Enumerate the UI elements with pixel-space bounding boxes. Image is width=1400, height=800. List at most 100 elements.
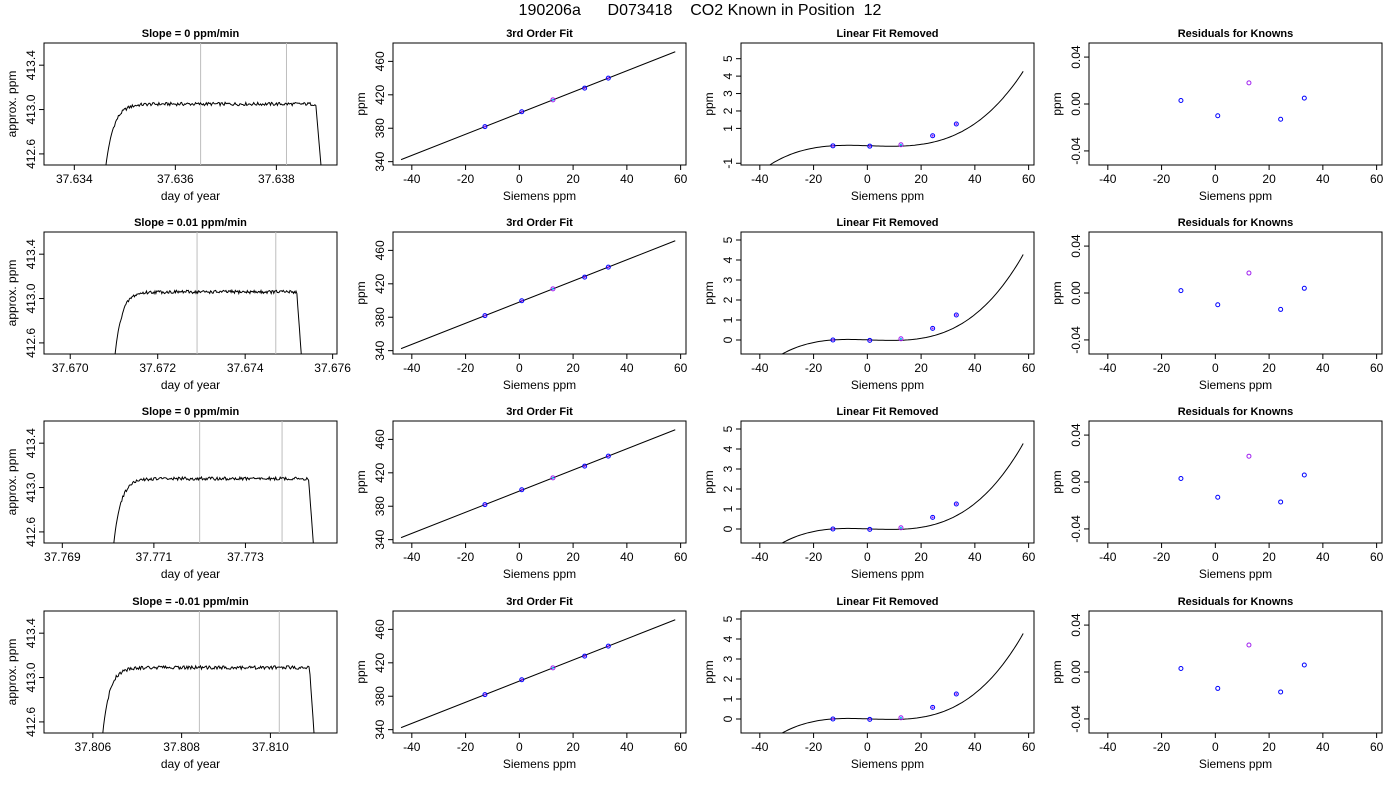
x-tick-label: -40 [751,740,769,754]
x-tick-label: -20 [805,550,823,564]
data-point-inner [868,145,871,148]
data-point [550,286,556,292]
plot-frame [392,420,687,544]
data-point-inner [551,287,554,290]
plot-data [1178,80,1307,122]
x-tick-label: 60 [1022,361,1036,375]
x-tick-label: 0 [864,361,871,375]
y-axis-label: ppm [1050,92,1064,115]
panel-title: Linear Fit Removed [836,406,938,418]
x-tick-label: -40 [403,740,421,754]
panel-2-1: Slope = 0.01 ppm/min 37.670 37.672 37.674 37… [5,217,351,392]
plot-frame [740,420,1035,544]
x-tick-label: 37.672 [139,361,176,375]
y-tick-label: 2 [721,675,735,682]
x-axis-label: Siemens ppm [503,189,576,203]
y-tick-label: 1 [721,316,735,323]
x-tick-label: 0 [516,172,523,186]
y-tick-label: 460 [373,51,387,71]
x-tick-label: 37.674 [227,361,264,375]
plot-frame [43,42,338,166]
x-tick-label: -40 [751,172,769,186]
data-point-inner [520,110,523,113]
x-tick-label: 37.636 [157,172,194,186]
x-tick-label: 20 [1262,361,1276,375]
y-axis-label: ppm [702,281,716,304]
y-tick-label: 0.00 [1069,92,1083,116]
plot-frame [740,610,1035,734]
x-tick-label: -40 [751,550,769,564]
x-axis-label: day of year [161,189,220,203]
x-tick-label: 40 [968,172,982,186]
x-tick-label: 60 [674,740,688,754]
x-tick-label: 37.670 [52,361,89,375]
x-tick-label: 40 [1316,361,1330,375]
data-point [898,715,904,721]
y-tick-label: 460 [373,240,387,260]
y-tick-label: 340 [373,529,387,549]
data-point [482,502,488,508]
x-tick-label: 37.806 [74,740,111,754]
x-axis-label: Siemens ppm [851,757,924,771]
data-point-inner [520,299,523,302]
y-tick-label: 420 [373,652,387,672]
x-tick-label: 40 [1316,172,1330,186]
data-point [519,487,525,493]
x-tick-label: 20 [1262,740,1276,754]
fit-curve [781,633,1024,733]
data-point-inner [551,666,554,669]
y-tick-label: 413.0 [24,472,38,502]
x-tick-label: 40 [620,550,634,564]
data-point-inner [931,516,934,519]
x-tick-label: 20 [914,550,928,564]
x-tick-label: -40 [751,361,769,375]
x-tick-label: 60 [1370,550,1384,564]
y-tick-label: -0.04 [1069,137,1083,165]
panel-title: 3rd Order Fit [506,28,573,40]
data-point [605,75,611,81]
y-tick-label: -0.04 [1069,705,1083,733]
x-tick-label: -20 [805,172,823,186]
data-point-inner [483,314,486,317]
y-tick-label: 412.6 [24,139,38,169]
y-tick-label: -1 [721,158,735,169]
data-point [953,121,959,127]
data-point [482,124,488,130]
data-point-inner [483,693,486,696]
x-tick-label: 40 [968,361,982,375]
x-tick-label: 20 [914,361,928,375]
y-tick-label: 0.00 [1069,660,1083,684]
time-trace [113,475,314,543]
y-tick-label: 412.6 [24,328,38,358]
x-tick-label: 37.808 [163,740,200,754]
y-tick-label: 5 [721,425,735,432]
y-tick-label: 3 [721,655,735,662]
x-tick-label: 20 [914,172,928,186]
x-tick-label: 37.769 [44,550,81,564]
plot-data [1178,453,1307,505]
y-tick-label: 4 [721,445,735,452]
panel-title: Linear Fit Removed [836,28,938,40]
x-tick-label: 40 [620,361,634,375]
plot-frame [43,231,338,355]
y-axis-label: ppm [702,92,716,115]
data-point [953,312,959,318]
panel-3-1: Slope = 0 ppm/min 37.769 37.771 37.773 412.6… [5,406,338,581]
plot-data [105,43,322,165]
plot-data [400,619,676,729]
y-tick-label: 460 [373,619,387,639]
y-tick-label: 0.00 [1069,470,1083,494]
data-point [482,692,488,698]
x-tick-label: -40 [1099,361,1117,375]
data-point [582,463,588,469]
x-tick-label: 20 [914,740,928,754]
data-point [1301,285,1307,291]
data-point-inner [520,678,523,681]
x-tick-label: 20 [566,361,580,375]
y-tick-label: 0.04 [1069,234,1083,258]
x-tick-label: 60 [1022,740,1036,754]
y-tick-label: 413.4 [24,618,38,648]
data-point [519,109,525,115]
data-point-inner [520,488,523,491]
data-point-inner [899,716,902,719]
